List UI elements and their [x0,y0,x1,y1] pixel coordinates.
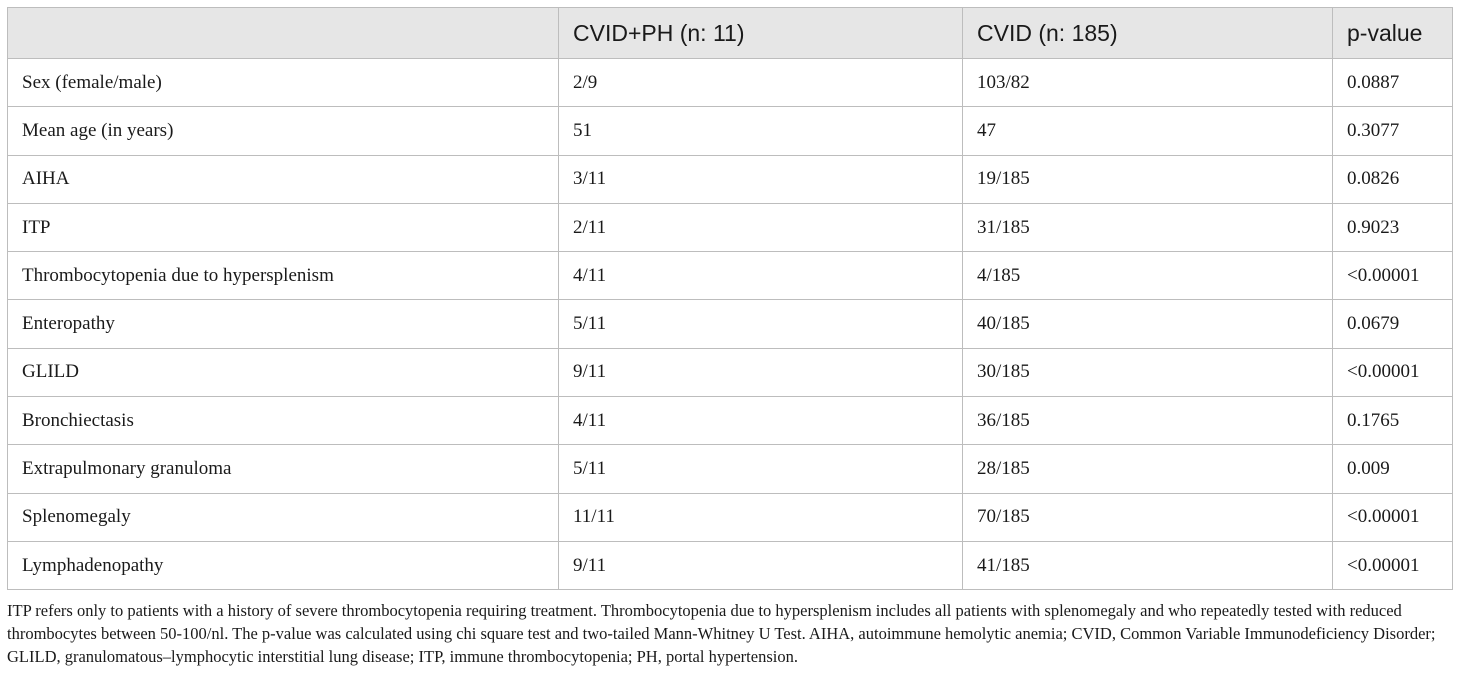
table-row: Bronchiectasis 4/11 36/185 0.1765 [7,396,1453,446]
header-cell-cvid-ph: CVID+PH (n: 11) [558,7,963,59]
cvid-value: 30/185 [962,347,1333,398]
comparison-table: CVID+PH (n: 11) CVID (n: 185) p-value Se… [7,7,1453,591]
cvid-ph-value: 5/11 [558,299,963,349]
table-row: Extrapulmonary granuloma 5/11 28/185 0.0… [7,444,1453,494]
cvid-ph-value: 2/9 [558,57,963,108]
table-row: Enteropathy 5/11 40/185 0.0679 [7,299,1453,349]
cvid-ph-value: 4/11 [558,396,963,446]
row-label: Extrapulmonary granuloma [7,444,559,494]
cvid-ph-value: 5/11 [558,444,963,494]
table-header-row: CVID+PH (n: 11) CVID (n: 185) p-value [7,7,1453,59]
row-label: GLILD [7,347,559,398]
row-label: Splenomegaly [7,492,559,542]
cvid-value: 103/82 [962,57,1333,108]
row-label: Sex (female/male) [7,57,559,108]
cvid-value: 28/185 [962,444,1333,494]
table-footnote: ITP refers only to patients with a histo… [7,601,1436,666]
data-table-container: CVID+PH (n: 11) CVID (n: 185) p-value Se… [7,7,1453,591]
cvid-ph-value: 2/11 [558,202,963,253]
table-row: GLILD 9/11 30/185 <0.00001 [7,347,1453,398]
cvid-ph-value: 3/11 [558,154,963,204]
cvid-value: 36/185 [962,396,1333,446]
row-label: Thrombocytopenia due to hypersplenism [7,251,559,301]
header-cell-cvid: CVID (n: 185) [962,7,1333,59]
p-value: 0.0887 [1332,57,1453,108]
p-value: 0.9023 [1332,202,1453,253]
table-row: ITP 2/11 31/185 0.9023 [7,202,1453,253]
cvid-value: 70/185 [962,492,1333,542]
p-value: <0.00001 [1332,251,1453,301]
cvid-ph-value: 9/11 [558,540,963,591]
row-label: ITP [7,202,559,253]
table-row: Mean age (in years) 51 47 0.3077 [7,106,1453,156]
row-label: Lymphadenopathy [7,540,559,591]
table-row: Sex (female/male) 2/9 103/82 0.0887 [7,57,1453,108]
p-value: <0.00001 [1332,492,1453,542]
row-label: Enteropathy [7,299,559,349]
row-label: AIHA [7,154,559,204]
header-cell-p-value: p-value [1332,7,1453,59]
cvid-value: 41/185 [962,540,1333,591]
table-row: AIHA 3/11 19/185 0.0826 [7,154,1453,204]
cvid-ph-value: 51 [558,106,963,156]
p-value: <0.00001 [1332,540,1453,591]
cvid-value: 40/185 [962,299,1333,349]
p-value: 0.3077 [1332,106,1453,156]
p-value: 0.1765 [1332,396,1453,446]
cvid-value: 47 [962,106,1333,156]
p-value: 0.0826 [1332,154,1453,204]
cvid-ph-value: 9/11 [558,347,963,398]
cvid-ph-value: 11/11 [558,492,963,542]
cvid-value: 4/185 [962,251,1333,301]
table-row: Lymphadenopathy 9/11 41/185 <0.00001 [7,540,1453,591]
cvid-ph-value: 4/11 [558,251,963,301]
table-row: Splenomegaly 11/11 70/185 <0.00001 [7,492,1453,542]
table-row: Thrombocytopenia due to hypersplenism 4/… [7,251,1453,301]
p-value: 0.0679 [1332,299,1453,349]
row-label: Mean age (in years) [7,106,559,156]
p-value: <0.00001 [1332,347,1453,398]
header-cell-characteristic [7,7,559,59]
cvid-value: 31/185 [962,202,1333,253]
row-label: Bronchiectasis [7,396,559,446]
p-value: 0.009 [1332,444,1453,494]
cvid-value: 19/185 [962,154,1333,204]
